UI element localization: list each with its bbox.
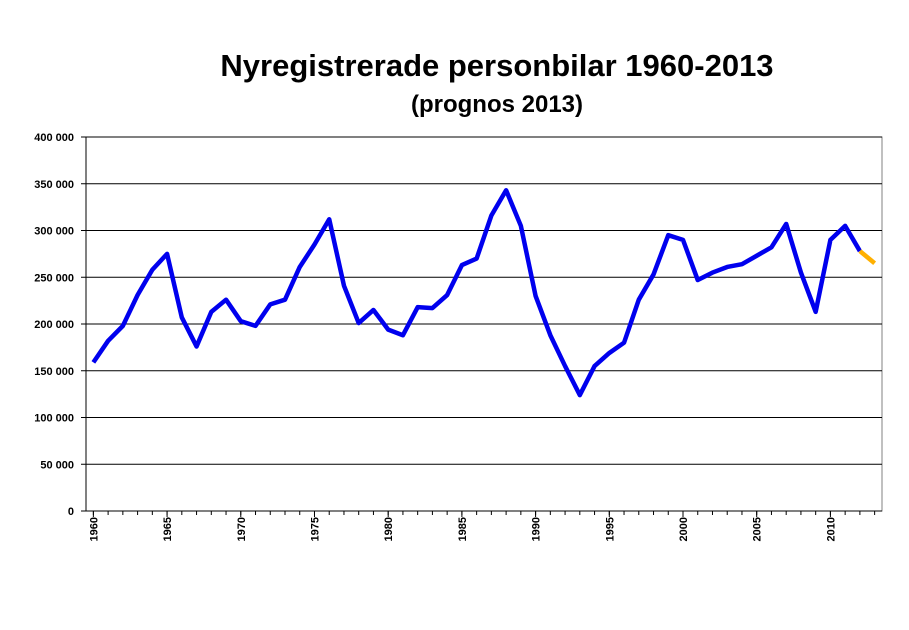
series-line	[858, 249, 877, 265]
y-tick-label: 250 000	[34, 272, 74, 284]
x-tick-label: 1985	[457, 517, 469, 541]
chart-subtitle: (prognos 2013)	[411, 91, 583, 118]
x-tick-label: 1975	[309, 517, 321, 541]
y-tick-label: 200 000	[34, 319, 74, 331]
x-tick-label: 2005	[752, 517, 764, 541]
y-tick-label: 300 000	[34, 226, 74, 238]
x-tick-label: 2010	[825, 517, 837, 541]
y-tick-label: 0	[68, 506, 74, 518]
chart-title: Nyregistrerade personbilar 1960-2013	[220, 48, 773, 83]
y-tick-label: 350 000	[34, 179, 74, 191]
x-tick-label: 1980	[383, 517, 395, 541]
series-line	[91, 188, 862, 398]
y-tick-label: 100 000	[34, 413, 74, 425]
y-tick-label: 150 000	[34, 366, 74, 378]
x-tick-label: 1960	[88, 517, 100, 541]
x-tick-label: 1995	[604, 517, 616, 541]
x-tick-label: 1990	[531, 517, 543, 541]
x-tick-label: 1965	[162, 517, 174, 541]
y-tick-label: 50 000	[40, 459, 74, 471]
x-tick-label: 1970	[236, 517, 248, 541]
x-tick-label: 2000	[678, 517, 690, 541]
y-tick-label: 400 000	[34, 132, 74, 144]
